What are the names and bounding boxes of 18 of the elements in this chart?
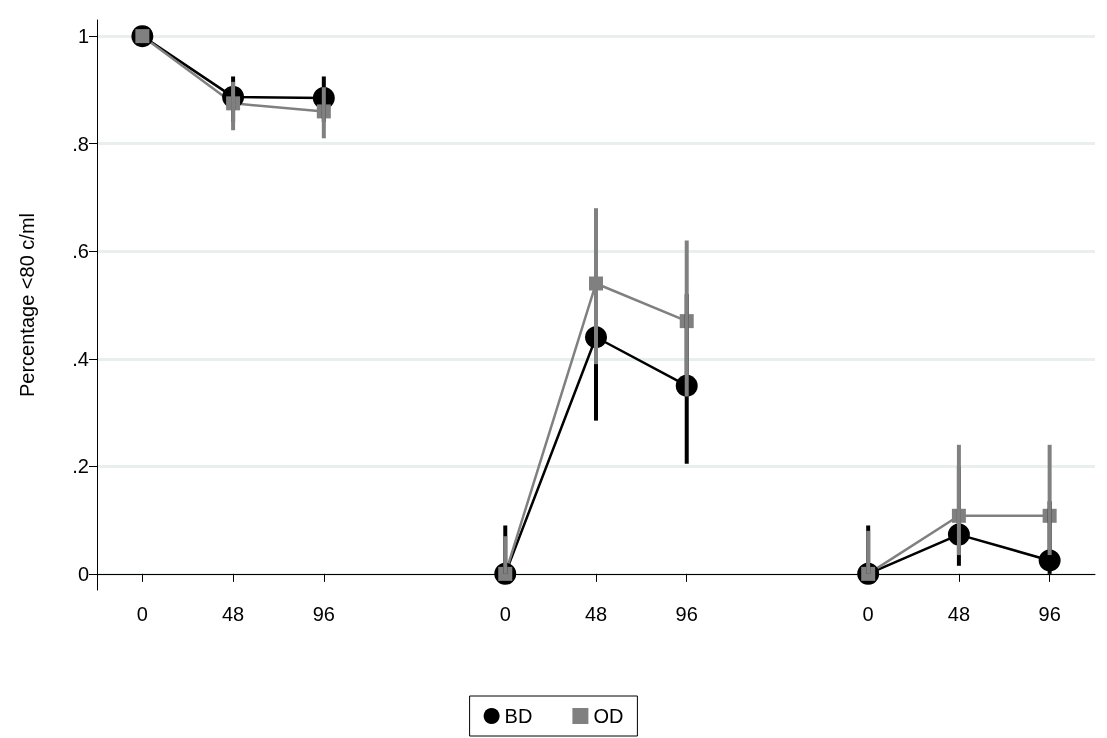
y-tick-label: .6 — [72, 240, 89, 263]
y-tick-label: .2 — [72, 455, 89, 478]
legend-label: BD — [504, 705, 533, 727]
legend-label: OD — [593, 705, 624, 727]
x-tick-label: 0 — [499, 603, 511, 625]
x-tick-label: 96 — [675, 603, 698, 625]
y-tick-label: .8 — [72, 132, 89, 155]
x-tick-label: 0 — [862, 603, 874, 625]
y-tick-label: 0 — [77, 562, 89, 585]
x-tick-label: 48 — [221, 603, 245, 625]
x-tick-label: 48 — [947, 603, 971, 625]
y-tick-label: 1 — [77, 25, 89, 48]
x-tick-label: 96 — [1038, 603, 1061, 625]
x-tick-label: 0 — [136, 603, 148, 625]
x-tick-label: 96 — [312, 603, 335, 625]
x-tick-label: 48 — [584, 603, 608, 625]
y-axis-title: Percentage <80 c/ml — [16, 213, 38, 397]
y-tick-label: .4 — [72, 347, 89, 370]
